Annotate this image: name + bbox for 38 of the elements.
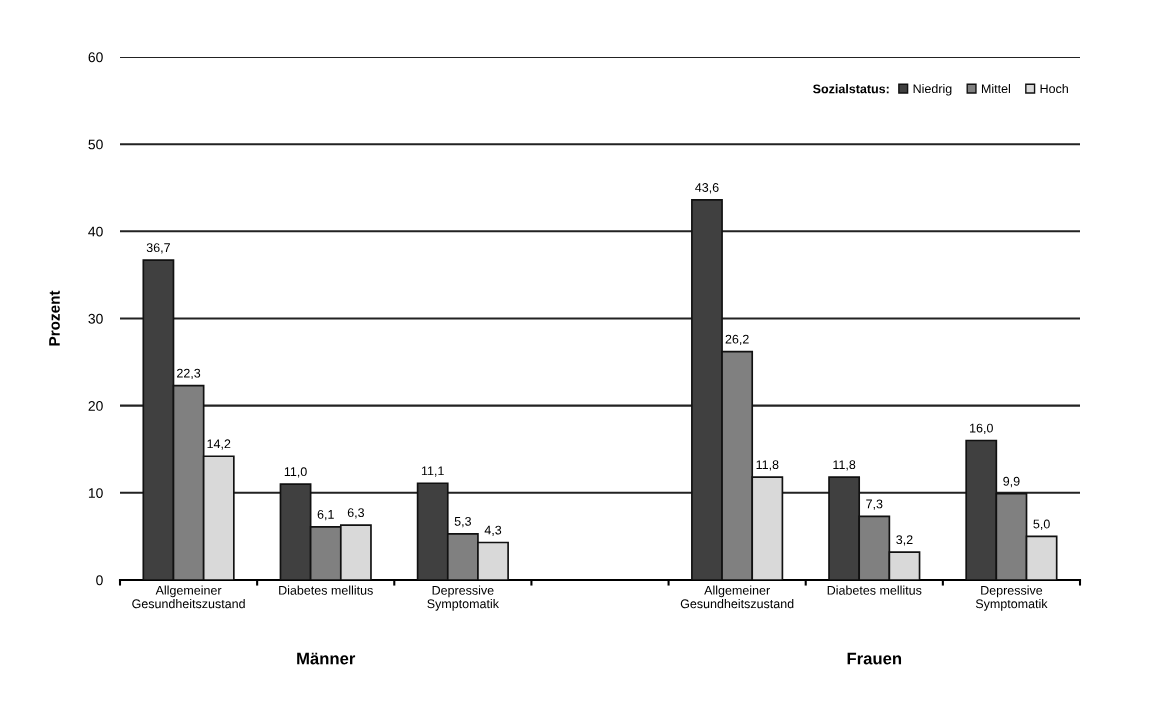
y-tick-label: 10 [88, 488, 103, 498]
x-tick-label: Depressive Symptomatik [975, 585, 1048, 611]
legend-label: Mittel [981, 83, 1010, 94]
x-tick-label: Allgemeiner Gesundheitszustand [132, 585, 245, 609]
x-tick-label: Diabetes mellitus [827, 585, 922, 595]
data-label: 11,8 [756, 460, 779, 471]
x-tick-label: Allgemeiner Gesundheitszustand [680, 585, 794, 609]
y-tick-label: 20 [88, 401, 103, 411]
data-label: 16,0 [970, 423, 993, 434]
data-label: 11,1 [421, 466, 444, 477]
legend-label: Niedrig [913, 83, 952, 96]
y-tick-label: 0 [96, 575, 103, 586]
legend-label: Hoch [1040, 83, 1068, 94]
y-tick-label: 60 [88, 52, 103, 63]
text: Männer [297, 652, 356, 665]
y-tick-label: 50 [88, 139, 103, 150]
data-label: 5,3 [454, 516, 471, 528]
data-label: 11,0 [284, 467, 307, 478]
data-label: 7,3 [866, 499, 883, 510]
data-label: 26,2 [725, 334, 749, 346]
data-label: 6,1 [317, 509, 334, 521]
data-label: 36,7 [146, 243, 170, 254]
y-tick-label: 40 [88, 226, 103, 237]
data-label: 22,3 [177, 368, 201, 380]
data-label: 5,0 [1033, 519, 1050, 530]
data-label: 14,2 [207, 439, 231, 450]
data-label: 4,3 [484, 525, 502, 536]
x-tick-label: Diabetes mellitus [279, 585, 373, 595]
data-label: 3,2 [896, 535, 913, 546]
y-axis-title: Prozent [49, 290, 60, 346]
data-label: 9,9 [1003, 476, 1020, 488]
y-tick-label: 30 [88, 313, 103, 324]
data-label: 43,6 [695, 183, 719, 194]
text: Frauen [847, 652, 902, 665]
legend-title: Sozialstatus: [813, 84, 889, 94]
data-label: 11,8 [833, 460, 856, 471]
x-tick-label: Depressive Symptomatik [427, 585, 499, 611]
data-label: 6,3 [347, 508, 365, 519]
